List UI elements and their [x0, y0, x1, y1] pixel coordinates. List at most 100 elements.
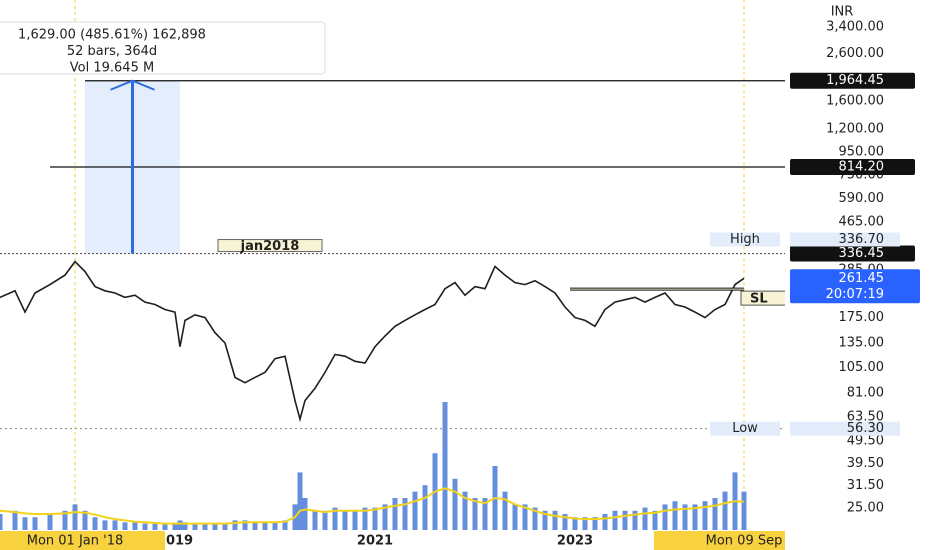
level-box	[790, 158, 915, 175]
volume-bar	[342, 510, 348, 530]
volume-bar	[282, 520, 288, 530]
volume-bar	[562, 514, 568, 530]
volume-bar	[222, 523, 228, 530]
volume-bar	[172, 523, 178, 530]
sl-label: SL	[750, 292, 768, 307]
volume-bar	[72, 504, 78, 530]
volume-bar	[352, 510, 358, 530]
low-label: 56.30	[847, 421, 884, 436]
volume-bar	[412, 491, 418, 530]
volume-bar	[22, 517, 28, 530]
volume-bar	[682, 504, 688, 530]
volume-bar	[272, 522, 278, 530]
marker-label: Mon 09 Sep	[706, 534, 783, 549]
volume-bar	[162, 523, 168, 530]
volume-bar	[692, 504, 698, 530]
volume-bar	[102, 520, 108, 530]
y-tick-label: 63.50	[847, 409, 884, 424]
volume-bar	[177, 520, 183, 530]
measure-box	[0, 21, 326, 75]
y-tick-label: 465.00	[839, 214, 885, 229]
volume-bar	[332, 507, 338, 530]
volume-bar	[62, 510, 68, 530]
volume-bar	[92, 517, 98, 530]
volume-bar	[712, 498, 718, 530]
volume-bar	[302, 498, 308, 530]
x-tick-label: 2019	[157, 534, 193, 549]
y-tick-label: 39.50	[847, 456, 884, 471]
volume-bar	[632, 510, 638, 530]
volume-bar	[652, 510, 658, 530]
volume-bar	[722, 491, 728, 530]
y-tick-label: 31.50	[847, 478, 884, 493]
marker-label: Mon 01 Jan '18	[27, 534, 124, 549]
low-box	[790, 421, 900, 436]
y-tick-label: 1,200.00	[826, 122, 884, 137]
volume-bar	[232, 520, 238, 530]
price-line	[0, 260, 745, 423]
volume-bar	[422, 485, 428, 530]
volume-bar	[552, 510, 558, 530]
volume-bar	[297, 472, 303, 530]
volume-bar	[192, 523, 198, 530]
volume-bar	[12, 510, 18, 530]
marker-box	[654, 531, 785, 550]
high-tag	[710, 232, 780, 247]
y-tick-label: 175.00	[839, 310, 885, 325]
volume-bar	[322, 510, 328, 530]
volume-bar	[362, 507, 368, 530]
volume-bar	[532, 507, 538, 530]
high-box	[790, 232, 900, 247]
volume-ma	[0, 487, 745, 525]
volume-bar	[452, 478, 458, 530]
level-label: 814.20	[839, 159, 885, 174]
volume-bar	[47, 514, 53, 530]
currency: INR	[831, 5, 854, 20]
level-label: 336.45	[839, 246, 885, 261]
volume-bar	[582, 517, 588, 530]
volume-bar	[442, 402, 448, 530]
y-tick-label: 590.00	[839, 191, 885, 206]
volume-bar	[592, 517, 598, 530]
volume-bar	[82, 510, 88, 530]
volume-bar	[252, 522, 258, 530]
volume-bar	[512, 504, 518, 530]
note-label: jan2018	[240, 239, 300, 254]
volume-bar	[462, 491, 468, 530]
y-tick-label: 2,600.00	[826, 46, 884, 61]
level-label: 1,964.45	[826, 73, 884, 88]
y-tick-label: 3,400.00	[826, 20, 884, 35]
measure-text: 1,629.00 (485.61%) 162,898	[18, 28, 206, 43]
level-box	[790, 245, 915, 262]
volume-bar	[642, 507, 648, 530]
high-text: High	[730, 232, 760, 247]
volume-bar	[142, 523, 148, 530]
volume-bar	[622, 510, 628, 530]
y-tick-label: 81.00	[847, 386, 884, 401]
low-text: Low	[732, 421, 758, 436]
current-time: 20:07:19	[826, 287, 884, 302]
volume-bar	[662, 504, 668, 530]
x-tick-label: 2021	[357, 534, 393, 549]
y-tick-label: 49.50	[847, 434, 884, 449]
volume-bar	[382, 504, 388, 530]
volume-bar	[182, 522, 188, 530]
volume-bar	[122, 522, 128, 530]
y-tick-label: 950.00	[839, 144, 885, 159]
volume-bar	[612, 510, 618, 530]
volume-bar	[202, 523, 208, 530]
volume-bar	[572, 517, 578, 530]
volume-bar	[522, 504, 528, 530]
x-tick-label: 2023	[557, 534, 593, 549]
arrow-head	[110, 79, 155, 91]
volume-bar	[112, 520, 118, 530]
y-tick-label: 1,600.00	[826, 93, 884, 108]
y-tick-label: 25.00	[847, 501, 884, 516]
volume-bar	[702, 501, 708, 530]
marker-labels: Mon 01 Jan '18 Mon 09 Sep	[0, 531, 785, 550]
volume-bar	[741, 491, 747, 530]
volume-bar	[482, 498, 488, 530]
volume-bar	[242, 520, 248, 530]
volume-bar	[542, 510, 548, 530]
